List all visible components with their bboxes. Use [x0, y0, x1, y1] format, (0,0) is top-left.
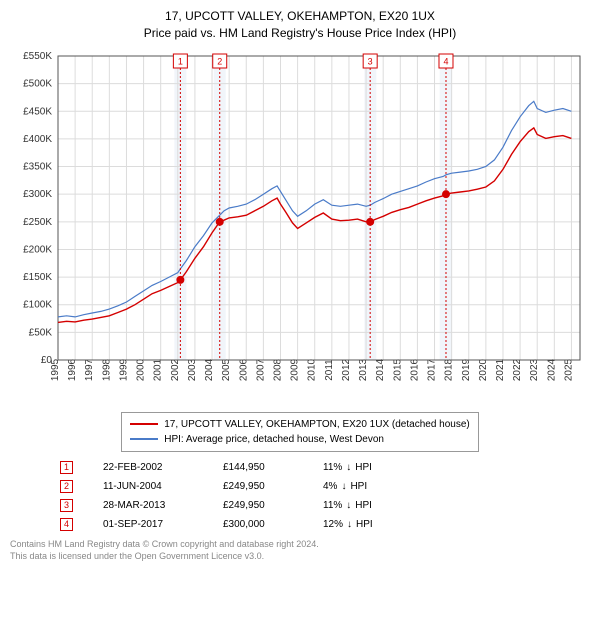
sale-marker-dot — [366, 217, 374, 225]
x-axis-label: 2020 — [478, 358, 489, 381]
y-axis-label: £450K — [23, 106, 52, 117]
footer-line-2: This data is licensed under the Open Gov… — [10, 550, 590, 563]
x-axis-label: 2018 — [444, 358, 455, 381]
sales-table: 122-FEB-2002£144,95011%↓HPI211-JUN-2004£… — [60, 458, 590, 534]
legend-row-price-paid: 17, UPCOTT VALLEY, OKEHAMPTON, EX20 1UX … — [130, 417, 470, 432]
sale-row: 1 22-FEB-2002 £144,950 11%↓HPI — [60, 458, 590, 477]
y-axis-label: £50K — [29, 327, 53, 338]
sale-delta-suffix: HPI — [356, 515, 373, 534]
sale-delta-suffix: HPI — [355, 458, 372, 477]
sale-delta-pct: 11% — [323, 458, 342, 477]
sale-marker-box: 3 — [60, 499, 73, 512]
sale-marker-box: 1 — [60, 461, 73, 474]
x-axis-label: 1996 — [67, 358, 78, 381]
x-axis-label: 2009 — [290, 358, 301, 381]
down-arrow-icon: ↓ — [347, 515, 352, 534]
sale-date: 11-JUN-2004 — [103, 477, 193, 496]
footer-line-1: Contains HM Land Registry data © Crown c… — [10, 538, 590, 551]
x-axis-label: 2024 — [546, 358, 557, 381]
sale-delta: 12%↓HPI — [323, 515, 373, 534]
sale-row: 4 01-SEP-2017 £300,000 12%↓HPI — [60, 515, 590, 534]
x-axis-label: 2022 — [512, 358, 523, 381]
x-axis-label: 2000 — [136, 358, 147, 381]
chart-title: 17, UPCOTT VALLEY, OKEHAMPTON, EX20 1UX … — [10, 8, 590, 42]
x-axis-label: 2003 — [187, 358, 198, 381]
legend-row-hpi: HPI: Average price, detached house, West… — [130, 432, 470, 447]
copyright-footer: Contains HM Land Registry data © Crown c… — [10, 538, 590, 563]
chart-area: £0£50K£100K£150K£200K£250K£300K£350K£400… — [10, 46, 590, 406]
title-line-2: Price paid vs. HM Land Registry's House … — [10, 25, 590, 42]
down-arrow-icon: ↓ — [346, 458, 351, 477]
x-axis-label: 2023 — [529, 358, 540, 381]
x-axis-label: 1999 — [118, 358, 129, 381]
y-axis-label: £300K — [23, 189, 52, 200]
y-axis-label: £350K — [23, 161, 52, 172]
sale-row: 3 28-MAR-2013 £249,950 11%↓HPI — [60, 496, 590, 515]
sale-date: 28-MAR-2013 — [103, 496, 193, 515]
sale-marker-number: 2 — [217, 56, 222, 66]
sale-delta-suffix: HPI — [350, 477, 367, 496]
sale-delta-pct: 11% — [323, 496, 342, 515]
y-axis-label: £150K — [23, 272, 52, 283]
x-axis-label: 2010 — [307, 358, 318, 381]
sale-marker-box: 2 — [60, 480, 73, 493]
sale-marker-number: 1 — [178, 56, 183, 66]
sale-delta-pct: 12% — [323, 515, 343, 534]
sale-row: 2 11-JUN-2004 £249,950 4%↓HPI — [60, 477, 590, 496]
sale-marker-number: 4 — [443, 56, 448, 66]
plot-border — [58, 56, 580, 360]
x-axis-label: 2004 — [204, 358, 215, 381]
sale-delta: 4%↓HPI — [323, 477, 367, 496]
sale-delta: 11%↓HPI — [323, 458, 372, 477]
y-axis-label: £550K — [23, 51, 52, 62]
x-axis-label: 2014 — [375, 358, 386, 381]
x-axis-label: 2017 — [427, 358, 438, 381]
sale-price: £144,950 — [223, 458, 293, 477]
y-axis-label: £100K — [23, 299, 52, 310]
y-axis-label: £250K — [23, 216, 52, 227]
down-arrow-icon: ↓ — [346, 496, 351, 515]
line-chart: £0£50K£100K£150K£200K£250K£300K£350K£400… — [10, 46, 590, 406]
legend-label-hpi: HPI: Average price, detached house, West… — [164, 432, 384, 447]
x-axis-label: 2019 — [461, 358, 472, 381]
sale-price: £249,950 — [223, 477, 293, 496]
sale-date: 22-FEB-2002 — [103, 458, 193, 477]
x-axis-label: 2015 — [392, 358, 403, 381]
sale-marker-number: 3 — [368, 56, 373, 66]
y-axis-label: £400K — [23, 134, 52, 145]
sale-date: 01-SEP-2017 — [103, 515, 193, 534]
sale-price: £249,950 — [223, 496, 293, 515]
x-axis-label: 2005 — [221, 358, 232, 381]
sale-delta-pct: 4% — [323, 477, 337, 496]
legend-label-price-paid: 17, UPCOTT VALLEY, OKEHAMPTON, EX20 1UX … — [164, 417, 470, 432]
x-axis-label: 1995 — [50, 358, 61, 381]
sale-marker-box: 4 — [60, 518, 73, 531]
legend-swatch-price-paid — [130, 423, 158, 425]
y-axis-label: £500K — [23, 78, 52, 89]
legend-swatch-hpi — [130, 438, 158, 440]
legend: 17, UPCOTT VALLEY, OKEHAMPTON, EX20 1UX … — [121, 412, 479, 452]
title-line-1: 17, UPCOTT VALLEY, OKEHAMPTON, EX20 1UX — [10, 8, 590, 25]
sale-marker-dot — [216, 217, 224, 225]
x-axis-label: 2007 — [255, 358, 266, 381]
x-axis-label: 2006 — [238, 358, 249, 381]
down-arrow-icon: ↓ — [341, 477, 346, 496]
sale-delta-suffix: HPI — [355, 496, 372, 515]
x-axis-label: 1998 — [101, 358, 112, 381]
x-axis-label: 2008 — [272, 358, 283, 381]
sale-delta: 11%↓HPI — [323, 496, 372, 515]
x-axis-label: 2025 — [563, 358, 574, 381]
y-axis-label: £200K — [23, 244, 52, 255]
x-axis-label: 1997 — [84, 358, 95, 381]
x-axis-label: 2013 — [358, 358, 369, 381]
sale-price: £300,000 — [223, 515, 293, 534]
x-axis-label: 2002 — [170, 358, 181, 381]
sale-marker-dot — [176, 275, 184, 283]
x-axis-label: 2012 — [341, 358, 352, 381]
x-axis-label: 2016 — [409, 358, 420, 381]
sale-marker-dot — [442, 190, 450, 198]
x-axis-label: 2011 — [324, 358, 335, 380]
x-axis-label: 2001 — [153, 358, 164, 381]
x-axis-label: 2021 — [495, 358, 506, 381]
